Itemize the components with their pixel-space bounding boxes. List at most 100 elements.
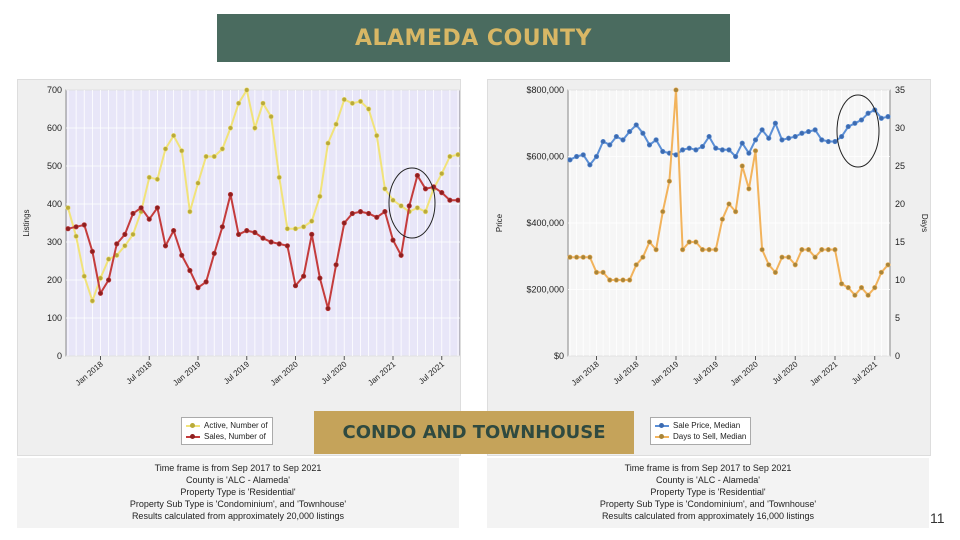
data-point [195, 285, 201, 291]
data-point [865, 292, 871, 298]
data-point [699, 247, 706, 253]
x-tick-label: Jan 2020 [269, 359, 300, 387]
data-point [627, 277, 633, 283]
data-point [845, 123, 851, 130]
data-point [276, 241, 282, 247]
data-point [414, 172, 420, 179]
data-point [97, 290, 104, 296]
data-point [276, 174, 282, 180]
data-point [852, 292, 858, 298]
x-tick-label: Jul 2019 [691, 359, 720, 386]
data-point [746, 150, 752, 156]
data-point [686, 239, 692, 245]
data-point [114, 241, 120, 247]
data-point [640, 130, 646, 136]
data-point [600, 138, 606, 145]
y-axis-label: Price [495, 213, 504, 232]
data-point [390, 237, 396, 243]
data-point [666, 178, 672, 184]
data-point [227, 125, 234, 131]
data-point [686, 145, 692, 151]
note-line: County is 'ALC - Alameda' [186, 475, 290, 485]
note-line: Property Type is 'Residential' [180, 487, 296, 497]
data-point [171, 228, 177, 234]
y2-tick-label: 35 [895, 85, 905, 95]
data-point [653, 247, 659, 253]
data-point [219, 224, 225, 230]
data-point [660, 209, 666, 215]
data-point [187, 267, 193, 274]
data-point [819, 137, 825, 143]
data-point [382, 186, 388, 192]
data-point [341, 96, 347, 103]
data-point [268, 113, 274, 120]
data-point [759, 247, 765, 253]
x-tick-label: Jan 2019 [171, 359, 202, 387]
data-point [593, 269, 600, 275]
price-chart: $0 $200,000 $400,000 $600,000 $800,000 0 5 10 15… [495, 85, 929, 388]
data-point [792, 133, 798, 140]
data-point [799, 247, 805, 253]
y-tick-label: $200,000 [526, 285, 564, 295]
data-point [211, 153, 217, 160]
y2-tick-label: 15 [895, 237, 905, 247]
data-point [268, 239, 274, 245]
data-point [374, 132, 380, 139]
data-point [390, 197, 396, 203]
data-point [227, 191, 234, 198]
data-point [885, 262, 891, 268]
data-point [195, 180, 201, 186]
listings-chart-panel: 0 100 200 300 400 500 600 700 Listings Jan 2018 Ju… [17, 79, 461, 456]
data-point [317, 193, 323, 199]
data-point [309, 231, 315, 237]
data-point [600, 269, 606, 275]
data-point [865, 110, 871, 116]
data-point [292, 226, 299, 232]
page-number: 11 [930, 510, 945, 526]
data-point [357, 98, 364, 105]
data-point [580, 152, 586, 158]
y-tick-label: 600 [47, 123, 62, 133]
data-point [138, 205, 144, 211]
data-point [587, 254, 593, 260]
data-point [260, 100, 266, 106]
x-tick-label: Jul 2019 [222, 359, 251, 386]
x-tick-label: Jul 2018 [612, 359, 641, 386]
data-point [693, 147, 699, 153]
x-tick-label: Jan 2021 [366, 359, 397, 387]
data-point [633, 122, 639, 128]
data-point [398, 252, 404, 258]
data-point [349, 210, 355, 217]
data-point [805, 128, 812, 135]
data-point [211, 250, 217, 256]
data-point [832, 247, 838, 253]
data-point [680, 247, 686, 253]
data-point [146, 216, 152, 222]
legend-item-sales: Sales, Number of [186, 431, 268, 442]
data-point [236, 231, 242, 237]
data-point [236, 100, 242, 106]
data-point [680, 147, 686, 153]
note-line: Time frame is from Sep 2017 to Sep 2021 [154, 463, 322, 473]
legend-label-sales: Sales, Number of [204, 432, 266, 441]
data-point [613, 133, 619, 140]
x-tick-label: Jul 2020 [771, 359, 800, 386]
y2-tick-label: 5 [895, 313, 900, 323]
data-point [325, 305, 331, 312]
data-point [746, 186, 752, 192]
note-line: Property Sub Type is 'Condominium', and … [599, 499, 817, 509]
price-legend: Sale Price, Median Days to Sell, Median [650, 417, 752, 445]
data-point [673, 87, 679, 93]
legend-item-sale-price: Sale Price, Median [655, 420, 746, 431]
data-point [284, 243, 290, 249]
y-tick-label: 300 [47, 237, 62, 247]
data-point [162, 146, 169, 152]
data-point [244, 228, 250, 234]
y2-tick-label: 0 [895, 351, 900, 361]
data-point [786, 135, 792, 141]
data-point [333, 121, 339, 127]
data-point [398, 203, 404, 209]
data-point [130, 231, 136, 237]
title-banner: ALAMEDA COUNTY [217, 14, 730, 62]
data-point [89, 298, 95, 304]
